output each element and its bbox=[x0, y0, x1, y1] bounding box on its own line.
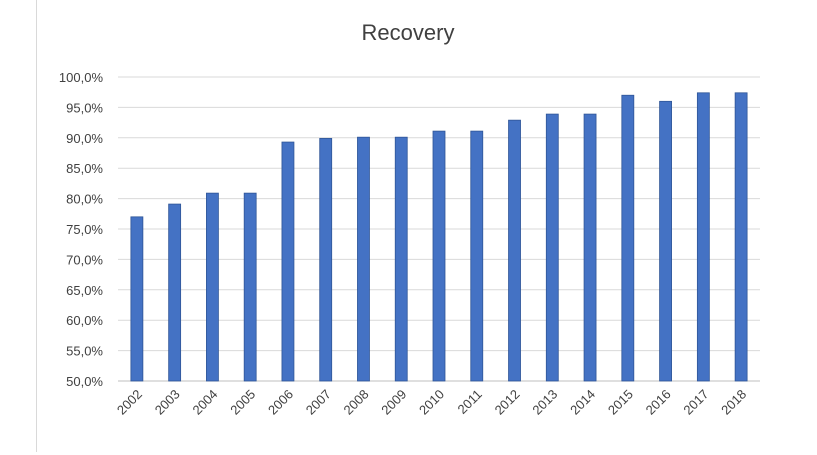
bar-2011 bbox=[470, 130, 484, 382]
bar-2005 bbox=[243, 192, 257, 382]
y-tick-label: 80,0% bbox=[66, 192, 103, 207]
bar-2009 bbox=[394, 136, 408, 382]
x-tick-label: 2006 bbox=[265, 387, 296, 418]
x-tick-label: 2017 bbox=[680, 387, 711, 418]
x-tick-label: 2004 bbox=[189, 387, 220, 418]
x-tick-label: 2003 bbox=[152, 387, 183, 418]
y-tick-label: 95,0% bbox=[66, 100, 103, 115]
x-tick-label: 2010 bbox=[416, 387, 447, 418]
bar-2018 bbox=[734, 92, 748, 382]
x-tick-label: 2005 bbox=[227, 387, 258, 418]
x-tick-label: 2011 bbox=[455, 387, 485, 417]
bar-2017 bbox=[696, 92, 710, 382]
y-tick-label: 100,0% bbox=[59, 70, 104, 85]
bar-2014 bbox=[583, 113, 597, 382]
y-tick-label: 55,0% bbox=[66, 344, 103, 359]
bar-2013 bbox=[545, 113, 559, 382]
x-tick-label: 2013 bbox=[529, 387, 560, 418]
y-tick-label: 70,0% bbox=[66, 252, 103, 267]
y-tick-label: 85,0% bbox=[66, 161, 103, 176]
y-tick-label: 75,0% bbox=[66, 222, 103, 237]
x-tick-label: 2014 bbox=[567, 387, 598, 418]
y-tick-label: 65,0% bbox=[66, 283, 103, 298]
chart-frame bbox=[36, 0, 817, 452]
bar-2010 bbox=[432, 130, 446, 382]
bar-2012 bbox=[508, 119, 521, 382]
y-tick-label: 50,0% bbox=[66, 374, 103, 389]
x-tick-label: 2012 bbox=[492, 387, 523, 418]
bar-2002 bbox=[130, 216, 144, 382]
x-tick-label: 2007 bbox=[303, 387, 334, 418]
x-tick-label: 2015 bbox=[605, 387, 636, 418]
x-tick-label: 2002 bbox=[114, 387, 145, 418]
y-tick-label: 90,0% bbox=[66, 131, 103, 146]
bar-2003 bbox=[168, 203, 182, 382]
bar-2008 bbox=[357, 136, 370, 382]
x-tick-label: 2008 bbox=[341, 387, 372, 418]
x-tick-label: 2018 bbox=[718, 387, 749, 418]
bar-2004 bbox=[206, 192, 219, 382]
bar-2015 bbox=[621, 94, 635, 382]
chart-title: Recovery bbox=[362, 20, 455, 45]
y-tick-label: 60,0% bbox=[66, 313, 103, 328]
bar-2016 bbox=[659, 100, 672, 382]
bar-2006 bbox=[281, 141, 295, 382]
x-tick-label: 2016 bbox=[643, 387, 674, 418]
bar-2007 bbox=[319, 138, 333, 382]
x-tick-label: 2009 bbox=[378, 387, 409, 418]
